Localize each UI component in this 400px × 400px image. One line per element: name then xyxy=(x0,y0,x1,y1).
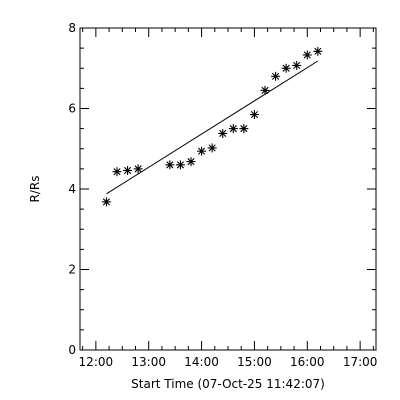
x-tick-label: 17:00 xyxy=(343,355,378,369)
data-point xyxy=(207,143,217,153)
y-axis-label: R/Rs xyxy=(28,176,42,203)
data-point xyxy=(260,85,270,95)
y-tick-label: 2 xyxy=(68,263,76,277)
data-point xyxy=(239,124,249,134)
y-tick-label: 0 xyxy=(68,343,76,357)
data-point xyxy=(186,157,196,167)
x-tick-label: 14:00 xyxy=(184,355,219,369)
x-axis-ticks: 12:00 13:00 14:00 15:00 16:00 17:00 xyxy=(79,28,378,369)
data-point xyxy=(281,63,291,73)
x-tick-label: 15:00 xyxy=(237,355,272,369)
data-point xyxy=(197,146,207,156)
data-point xyxy=(165,160,175,170)
data-point xyxy=(123,165,133,175)
y-tick-label: 8 xyxy=(68,21,76,35)
y-axis-ticks: 0 2 4 6 8 xyxy=(68,21,376,357)
data-point xyxy=(133,164,143,174)
x-axis-label: Start Time (07-Oct-25 11:42:07) xyxy=(131,377,325,391)
data-point xyxy=(249,110,259,120)
data-point xyxy=(228,124,238,134)
data-point xyxy=(313,46,323,56)
data-point xyxy=(271,71,281,81)
data-point xyxy=(112,167,122,177)
data-point xyxy=(302,50,312,60)
y-tick-label: 6 xyxy=(68,102,76,116)
y-tick-label: 4 xyxy=(68,182,76,196)
data-point xyxy=(101,197,111,207)
data-point xyxy=(292,60,302,70)
x-tick-label: 16:00 xyxy=(290,355,325,369)
data-point xyxy=(175,160,185,170)
data-point xyxy=(218,128,228,138)
x-tick-label: 13:00 xyxy=(131,355,166,369)
x-tick-label: 12:00 xyxy=(79,355,114,369)
data-points xyxy=(101,46,323,207)
